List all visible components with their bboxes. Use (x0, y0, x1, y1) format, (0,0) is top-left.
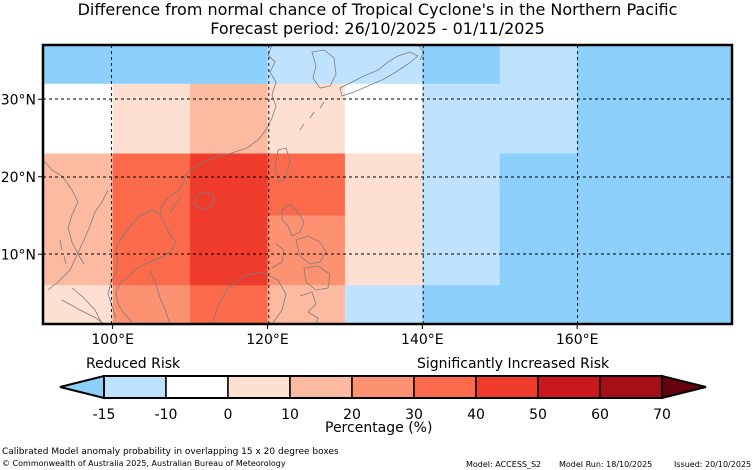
grid-cell (577, 215, 732, 286)
grid-cell (422, 285, 501, 324)
grid-cell (499, 153, 578, 216)
map-frame (41, 43, 734, 326)
grid-cell (43, 215, 114, 286)
caption: Calibrated Model anomaly probability in … (2, 447, 339, 457)
grid-cell (344, 83, 423, 154)
grid-cell (577, 285, 732, 324)
y-tick-label: 30°N (1, 92, 36, 108)
grid-cell (43, 45, 114, 85)
grid-cell (267, 215, 346, 286)
grid-cell (190, 215, 269, 286)
grid-cell (190, 83, 269, 154)
colorbar-segment (475, 375, 539, 399)
colorbar-segments (59, 374, 707, 400)
y-tick-label: 20°N (1, 170, 36, 186)
model-name: Model: ACCESS_S2 (466, 460, 542, 469)
colorbar-segment (413, 375, 477, 399)
grid-cell (577, 153, 732, 216)
colorbar-tick-label: 50 (529, 407, 547, 422)
colorbar-tick-label: 60 (591, 407, 609, 422)
issued-date: Issued: 20/10/2025 (674, 460, 752, 469)
title-line-1: Difference from normal chance of Tropica… (77, 0, 678, 19)
colorbar-tick-label: 20 (343, 407, 361, 422)
anomaly-grid (43, 45, 732, 324)
grid-cell (43, 285, 114, 324)
colorbar-frame (103, 375, 663, 399)
x-tick-label: 100°E (91, 332, 134, 348)
colorbar-segment (537, 375, 601, 399)
grid-cell (344, 285, 423, 324)
colorbar: -15 -10 0 10 20 30 40 50 60 70 (59, 374, 707, 422)
grid-cell (499, 215, 578, 286)
grid-cell (577, 83, 732, 154)
colorbar-tick-label: 30 (405, 407, 423, 422)
copyright: © Commonwealth of Australia 2025, Austra… (2, 459, 286, 468)
title-line-2: Forecast period: 26/10/2025 - 01/11/2025 (210, 19, 545, 38)
colorbar-tick-label: 0 (224, 407, 233, 422)
colorbar-tick-label: 10 (281, 407, 299, 422)
increased-risk-label: Significantly Increased Risk (417, 356, 610, 372)
colorbar-segment (103, 375, 167, 399)
x-tick-label: 140°E (401, 332, 444, 348)
coastlines (43, 45, 425, 324)
grid-cell (344, 153, 423, 216)
colorbar-tick-label: 70 (653, 407, 671, 422)
x-tick-label: 160°E (556, 332, 599, 348)
colorbar-ticks: -15 -10 0 10 20 30 40 50 60 70 (93, 407, 671, 422)
colorbar-segment (227, 375, 291, 399)
grid-cell (344, 215, 423, 286)
colorbar-over-arrow (661, 374, 707, 400)
colorbar-tick-label: -10 (155, 407, 178, 422)
reduced-risk-label: Reduced Risk (86, 356, 181, 372)
grid-cell (112, 153, 191, 216)
grid-cell (344, 45, 423, 85)
map-svg: 100°E 120°E 140°E 160°E 30°N 20°N 10°N (1, 43, 734, 348)
model-run: Model Run: 18/10/2025 (559, 460, 653, 469)
grid-cell (499, 45, 578, 85)
grid-cell (422, 83, 501, 154)
grid-cell (43, 153, 114, 216)
grid-cell (112, 83, 191, 154)
grid-cell (267, 153, 346, 216)
graticule (43, 45, 732, 324)
colorbar-axis-label: Percentage (%) (325, 420, 433, 436)
axis-ticks: 100°E 120°E 140°E 160°E 30°N 20°N 10°N (1, 92, 599, 348)
grid-cell (499, 83, 578, 154)
grid-cell (422, 45, 501, 85)
grid-cell (190, 45, 269, 85)
grid-cell (577, 45, 732, 85)
colorbar-segment (599, 375, 663, 399)
grid-cell (422, 215, 501, 286)
colorbar-under-arrow (59, 374, 105, 400)
colorbar-segment (289, 375, 353, 399)
grid-cell (422, 153, 501, 216)
colorbar-tick-label: -15 (93, 407, 116, 422)
colorbar-segment (165, 375, 229, 399)
grid-cell (190, 153, 269, 216)
colorbar-segment (351, 375, 415, 399)
grid-cell (112, 215, 191, 286)
grid-cell (190, 285, 269, 324)
grid-cell (499, 285, 578, 324)
grid-cell (43, 83, 114, 154)
grid-cell (112, 285, 191, 324)
colorbar-tick-label: 40 (467, 407, 485, 422)
grid-cell (267, 83, 346, 154)
grid-cell (267, 285, 346, 324)
grid-cell (112, 45, 191, 85)
x-tick-label: 120°E (246, 332, 289, 348)
y-tick-label: 10°N (1, 247, 36, 263)
grid-cell (267, 45, 346, 85)
